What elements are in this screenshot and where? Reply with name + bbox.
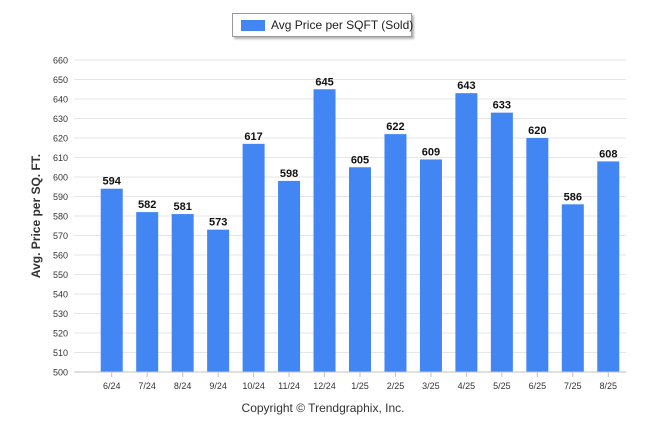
data-labels: 594 582 581 573 617 598 645 605 622 609 643 633 620 5… — [103, 76, 618, 228]
y-tick-label: 550 — [53, 270, 68, 280]
y-tick-label: 580 — [53, 212, 68, 222]
data-label: 645 — [315, 76, 333, 88]
x-tick-label: 7/25 — [564, 381, 582, 391]
y-tick-label: 640 — [53, 95, 68, 105]
y-tick-label: 530 — [53, 309, 68, 319]
legend-swatch — [241, 20, 265, 31]
x-tick-label: 8/25 — [600, 381, 618, 391]
x-tick-label: 8/24 — [174, 381, 192, 391]
data-label: 586 — [564, 191, 582, 203]
x-tick-label: 4/25 — [458, 381, 476, 391]
y-tick-label: 590 — [53, 192, 68, 202]
bar[interactable] — [349, 167, 371, 372]
data-label: 594 — [103, 176, 122, 188]
y-tick-label: 520 — [53, 329, 68, 339]
bar[interactable] — [384, 134, 407, 372]
y-tick-label: 660 — [53, 56, 68, 66]
y-tick-label: 570 — [53, 231, 68, 241]
bar[interactable] — [136, 212, 159, 372]
x-axis-tick-labels: 6/24 7/24 8/24 9/24 10/24 11/24 12/24 1/25 2/25 3… — [103, 372, 617, 391]
bar[interactable] — [561, 204, 584, 372]
legend[interactable]: Avg Price per SQFT (Sold) — [232, 13, 414, 37]
y-axis-tick-labels: 500 510 520 530 540 550 560 570 580 590 600 610 620 6… — [53, 56, 68, 378]
bar[interactable] — [419, 159, 442, 372]
bar[interactable] — [597, 161, 620, 372]
y-axis-title: Avg. Price per SQ. FT. — [29, 154, 43, 278]
y-tick-label: 630 — [53, 114, 68, 124]
copyright-text: Copyright © Trendgraphix, Inc. — [241, 401, 405, 415]
y-tick-label: 600 — [53, 173, 68, 183]
data-label: 617 — [244, 131, 262, 143]
x-tick-label: 10/24 — [242, 381, 265, 391]
y-tick-label: 650 — [53, 75, 68, 85]
x-tick-label: 1/25 — [351, 381, 369, 391]
y-tick-label: 540 — [53, 290, 68, 300]
bar[interactable] — [526, 138, 549, 372]
y-tick-label: 500 — [53, 368, 68, 378]
y-tick-label: 610 — [53, 153, 68, 163]
y-tick-label: 560 — [53, 251, 68, 261]
bar[interactable] — [100, 188, 123, 372]
bar[interactable] — [171, 214, 194, 372]
bar[interactable] — [313, 89, 336, 372]
data-label: 643 — [457, 80, 475, 92]
x-tick-label: 11/24 — [278, 381, 300, 391]
data-label: 598 — [280, 168, 298, 180]
bar[interactable] — [242, 143, 265, 372]
legend-label: Avg Price per SQFT (Sold) — [271, 18, 414, 32]
data-label: 633 — [493, 100, 511, 112]
x-tick-label: 3/25 — [422, 381, 440, 391]
x-tick-label: 2/25 — [387, 381, 405, 391]
bar[interactable] — [455, 93, 478, 373]
bar[interactable] — [278, 180, 301, 372]
data-label: 573 — [209, 217, 227, 229]
x-tick-label: 6/24 — [103, 381, 121, 391]
y-tick-label: 510 — [53, 348, 68, 358]
x-tick-label: 9/24 — [209, 381, 227, 391]
data-label: 609 — [422, 146, 440, 158]
bars — [100, 89, 620, 373]
x-tick-label: 5/25 — [493, 381, 511, 391]
data-label: 622 — [386, 121, 404, 133]
bar[interactable] — [490, 112, 513, 373]
x-tick-label: 7/24 — [138, 381, 156, 391]
data-label: 608 — [599, 148, 617, 160]
data-label: 620 — [528, 125, 546, 137]
y-tick-label: 620 — [53, 134, 68, 144]
x-tick-label: 12/24 — [313, 381, 336, 391]
bar[interactable] — [207, 229, 230, 372]
data-label: 581 — [173, 201, 191, 213]
data-label: 582 — [138, 199, 156, 211]
data-label: 605 — [351, 154, 369, 166]
x-tick-label: 6/25 — [529, 381, 547, 391]
